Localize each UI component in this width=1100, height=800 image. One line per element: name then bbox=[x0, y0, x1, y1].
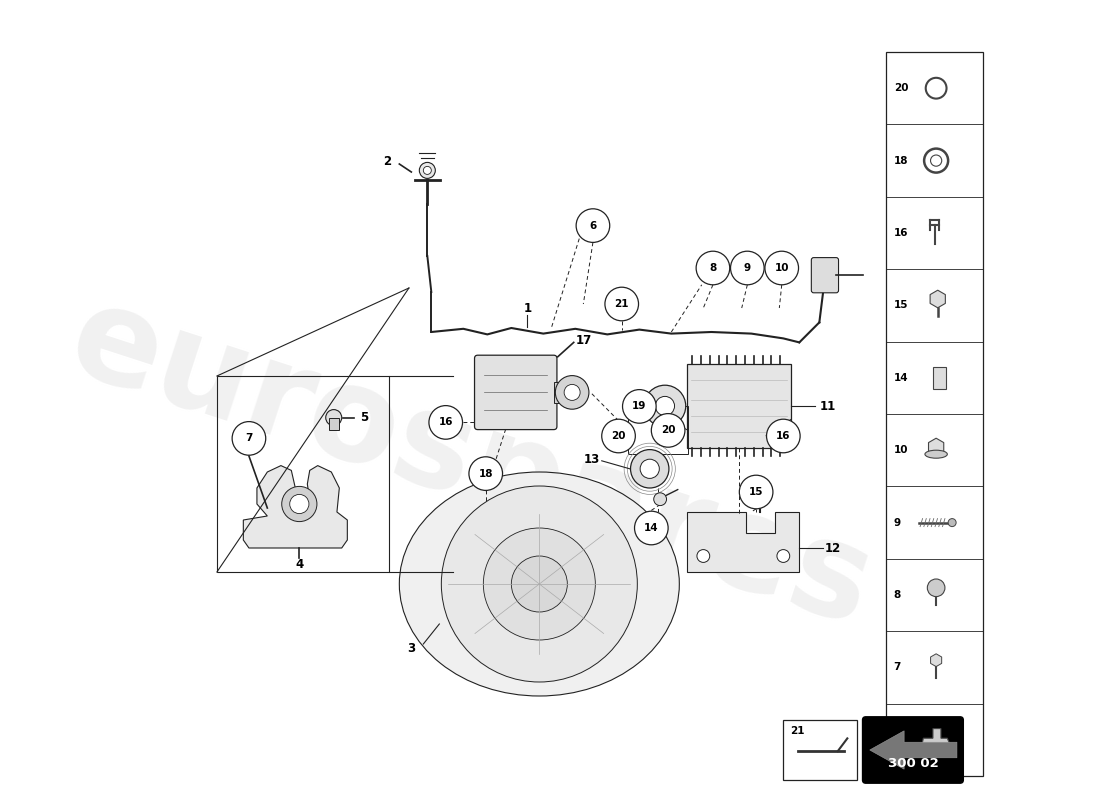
Text: 14: 14 bbox=[644, 523, 659, 533]
Text: 16: 16 bbox=[777, 431, 791, 441]
Text: 4: 4 bbox=[295, 558, 304, 570]
Circle shape bbox=[653, 493, 667, 506]
Circle shape bbox=[764, 251, 799, 285]
Polygon shape bbox=[688, 512, 800, 572]
Text: 20: 20 bbox=[612, 431, 626, 441]
Text: 21: 21 bbox=[615, 299, 629, 309]
Text: 7: 7 bbox=[893, 662, 901, 672]
FancyBboxPatch shape bbox=[862, 717, 964, 783]
Text: 10: 10 bbox=[774, 263, 789, 273]
Text: 14: 14 bbox=[893, 373, 909, 382]
Circle shape bbox=[564, 384, 580, 400]
Circle shape bbox=[232, 422, 266, 455]
Text: 7: 7 bbox=[245, 434, 253, 443]
Circle shape bbox=[777, 550, 790, 562]
Circle shape bbox=[645, 385, 685, 427]
Circle shape bbox=[640, 459, 659, 478]
Text: 21: 21 bbox=[790, 726, 804, 736]
Circle shape bbox=[512, 556, 568, 612]
FancyBboxPatch shape bbox=[812, 258, 838, 293]
Text: 8: 8 bbox=[893, 590, 901, 600]
Circle shape bbox=[326, 410, 342, 426]
Text: 10: 10 bbox=[893, 445, 909, 455]
Circle shape bbox=[696, 251, 729, 285]
Text: 15: 15 bbox=[893, 300, 909, 310]
Text: 6: 6 bbox=[590, 221, 596, 230]
Text: 13: 13 bbox=[584, 453, 601, 466]
Circle shape bbox=[483, 528, 595, 640]
Circle shape bbox=[419, 162, 436, 178]
Text: 300 02: 300 02 bbox=[888, 758, 938, 770]
Circle shape bbox=[424, 166, 431, 174]
Text: 2: 2 bbox=[383, 155, 392, 168]
Polygon shape bbox=[931, 654, 942, 666]
Text: 15: 15 bbox=[749, 487, 763, 497]
Circle shape bbox=[767, 419, 800, 453]
Bar bbox=[217, 376, 389, 572]
Text: 8: 8 bbox=[710, 263, 716, 273]
Circle shape bbox=[623, 390, 656, 423]
Text: 17: 17 bbox=[576, 334, 592, 347]
Circle shape bbox=[605, 287, 638, 321]
Polygon shape bbox=[928, 438, 944, 456]
Bar bbox=[329, 418, 339, 430]
Circle shape bbox=[429, 406, 462, 439]
Circle shape bbox=[469, 457, 503, 490]
Circle shape bbox=[441, 486, 637, 682]
Bar bbox=[783, 720, 857, 780]
FancyBboxPatch shape bbox=[688, 364, 791, 448]
Circle shape bbox=[739, 475, 773, 509]
Circle shape bbox=[756, 485, 764, 494]
Circle shape bbox=[635, 511, 668, 545]
Circle shape bbox=[602, 419, 636, 453]
Ellipse shape bbox=[925, 450, 947, 458]
Text: 6: 6 bbox=[893, 734, 901, 745]
Text: 3: 3 bbox=[407, 642, 416, 654]
Bar bbox=[628, 406, 689, 454]
Circle shape bbox=[948, 518, 956, 526]
Circle shape bbox=[730, 251, 764, 285]
Circle shape bbox=[576, 209, 609, 242]
Ellipse shape bbox=[399, 472, 680, 696]
Text: 20: 20 bbox=[893, 83, 909, 93]
Text: 16: 16 bbox=[439, 418, 453, 427]
Circle shape bbox=[289, 494, 309, 514]
Bar bbox=[886, 52, 983, 776]
Text: 20: 20 bbox=[661, 426, 675, 435]
Text: a passion for parts since 1985: a passion for parts since 1985 bbox=[422, 566, 663, 618]
Circle shape bbox=[927, 579, 945, 597]
Text: eurospares: eurospares bbox=[55, 274, 888, 654]
Text: 18: 18 bbox=[478, 469, 493, 478]
Text: 1: 1 bbox=[524, 302, 531, 315]
Circle shape bbox=[282, 486, 317, 522]
Polygon shape bbox=[922, 729, 950, 746]
Polygon shape bbox=[870, 731, 957, 770]
Text: 9: 9 bbox=[893, 518, 901, 527]
Text: 9: 9 bbox=[744, 263, 751, 273]
Circle shape bbox=[697, 550, 710, 562]
Bar bbox=[553, 382, 568, 402]
Polygon shape bbox=[931, 290, 945, 308]
Bar bbox=[933, 366, 946, 389]
Text: 19: 19 bbox=[632, 402, 647, 411]
Circle shape bbox=[651, 414, 685, 447]
Text: 16: 16 bbox=[893, 228, 909, 238]
Text: 18: 18 bbox=[893, 155, 909, 166]
Circle shape bbox=[556, 375, 588, 409]
Text: 12: 12 bbox=[825, 542, 842, 554]
Circle shape bbox=[656, 396, 674, 416]
Polygon shape bbox=[243, 466, 348, 548]
FancyBboxPatch shape bbox=[474, 355, 557, 430]
Text: 5: 5 bbox=[360, 411, 368, 424]
Text: 11: 11 bbox=[820, 399, 836, 413]
Circle shape bbox=[630, 450, 669, 488]
